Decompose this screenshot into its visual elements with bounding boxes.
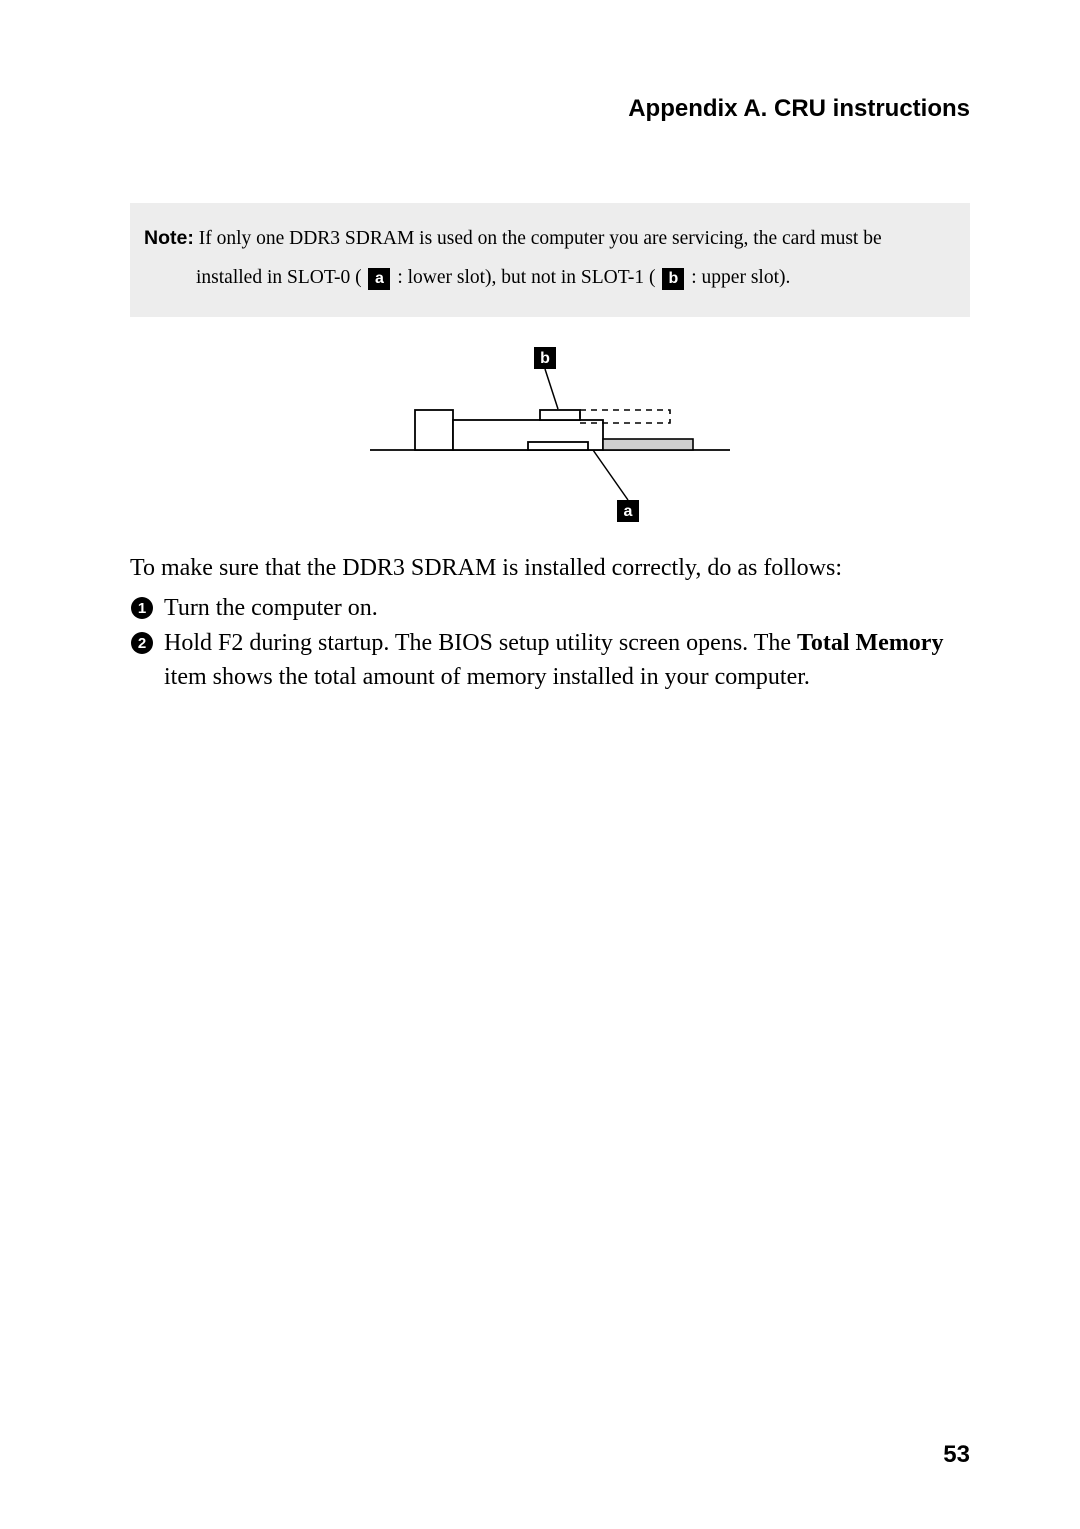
step-2-text: Hold F2 during startup. The BIOS setup u… bbox=[164, 627, 970, 694]
page: Appendix A. CRU instructions Note: If on… bbox=[0, 0, 1080, 695]
note-text-1: If only one DDR3 SDRAM is used on the co… bbox=[194, 228, 882, 249]
step-1-number-icon: 1 bbox=[130, 596, 154, 620]
note-text-2b: : lower slot), but not in SLOT-1 ( bbox=[392, 267, 660, 288]
diagram-tag-a-label: a bbox=[624, 503, 633, 520]
note-text-2c: : upper slot). bbox=[686, 267, 790, 288]
page-title: Appendix A. CRU instructions bbox=[130, 95, 970, 123]
page-number: 53 bbox=[943, 1441, 970, 1469]
diagram-lower-step bbox=[528, 442, 588, 450]
note-line-2: installed in SLOT-0 ( a : lower slot), b… bbox=[144, 260, 956, 295]
step-list: 1 Turn the computer on. 2 Hold F2 during… bbox=[130, 592, 970, 695]
step-2: 2 Hold F2 during startup. The BIOS setup… bbox=[130, 627, 970, 694]
step-1: 1 Turn the computer on. bbox=[130, 592, 970, 626]
step-1-text: Turn the computer on. bbox=[164, 592, 970, 626]
diagram-tag-b-label: b bbox=[540, 350, 550, 367]
note-box: Note: If only one DDR3 SDRAM is used on … bbox=[130, 203, 970, 317]
tag-b-icon: b bbox=[662, 268, 684, 290]
step-2-bold: Total Memory bbox=[797, 630, 943, 656]
diagram-gray-bar bbox=[603, 439, 693, 450]
diagram-left-block bbox=[415, 410, 453, 450]
diagram-leader-b bbox=[545, 369, 558, 409]
followup-text: To make sure that the DDR3 SDRAM is inst… bbox=[130, 552, 970, 586]
svg-text:2: 2 bbox=[138, 635, 146, 652]
tag-a-icon: a bbox=[368, 268, 390, 290]
note-label: Note: bbox=[144, 227, 194, 249]
diagram-leader-a bbox=[593, 450, 628, 500]
memory-slot-diagram: b a bbox=[340, 347, 760, 527]
svg-text:1: 1 bbox=[138, 600, 146, 617]
note-line-1: Note: If only one DDR3 SDRAM is used on … bbox=[144, 221, 956, 256]
step-2-text-b: item shows the total amount of memory in… bbox=[164, 664, 810, 690]
step-2-number-icon: 2 bbox=[130, 631, 154, 655]
diagram-top-step bbox=[540, 410, 580, 420]
step-2-text-a: Hold F2 during startup. The BIOS setup u… bbox=[164, 630, 797, 656]
diagram-container: b a bbox=[130, 347, 970, 532]
note-text-2a: installed in SLOT-0 ( bbox=[196, 267, 366, 288]
